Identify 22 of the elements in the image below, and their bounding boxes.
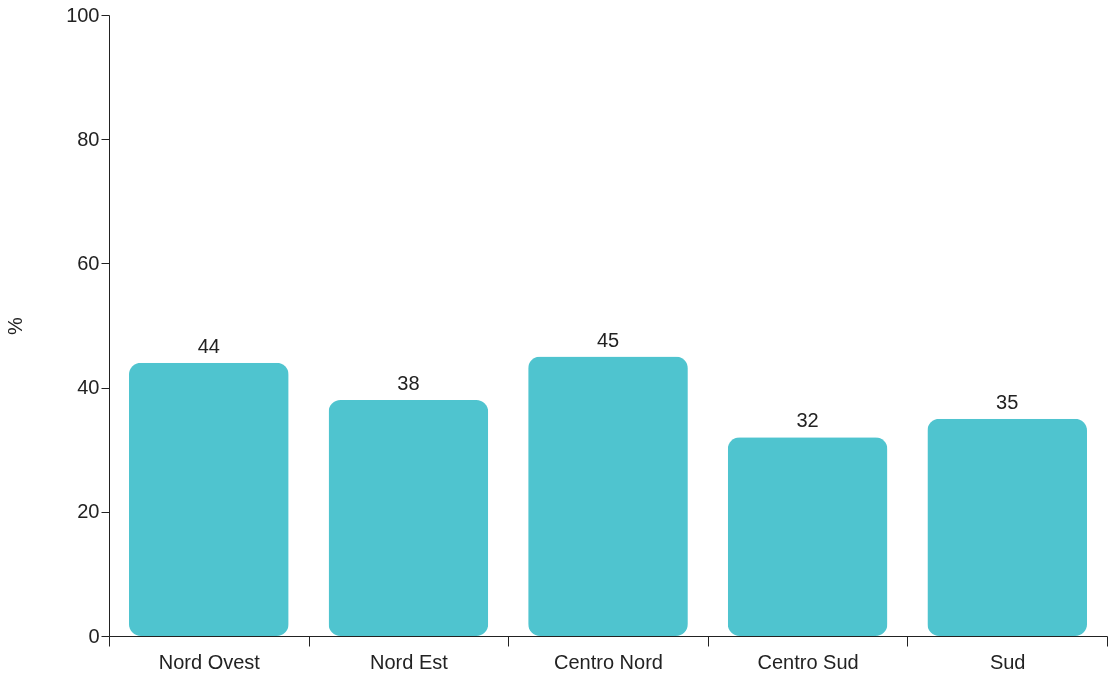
bar — [727, 437, 888, 636]
x-tick-label: Nord Ovest — [158, 650, 261, 673]
data-label: 44 — [197, 334, 220, 357]
data-label: 35 — [996, 390, 1019, 413]
y-tick-label: 80 — [77, 127, 100, 150]
data-label: 45 — [596, 328, 620, 351]
bar — [927, 418, 1088, 636]
bar — [528, 356, 688, 636]
bar — [128, 362, 289, 636]
x-tick-label: Centro Sud — [757, 650, 859, 673]
data-label: 38 — [397, 372, 420, 395]
y-tick-label: 60 — [77, 251, 100, 274]
x-tick-label: Centro Nord — [554, 650, 663, 673]
y-tick-label: 20 — [77, 500, 100, 523]
y-tick-label: 40 — [77, 376, 100, 399]
x-tick-label: Sud — [989, 650, 1026, 673]
x-tick-label: Nord Est — [369, 650, 449, 673]
bar — [328, 400, 489, 636]
y-axis-title: % — [4, 316, 27, 335]
y-tick-label: 100 — [66, 3, 100, 26]
y-tick-label: 0 — [88, 624, 100, 647]
data-label: 32 — [796, 409, 819, 432]
